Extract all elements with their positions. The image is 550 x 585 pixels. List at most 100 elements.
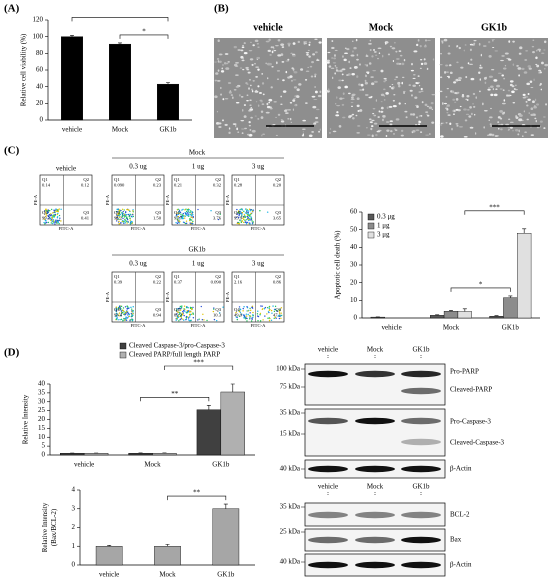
cell xyxy=(352,50,354,53)
cell xyxy=(213,61,218,63)
event-dot xyxy=(243,317,245,319)
cell xyxy=(242,68,245,71)
cell xyxy=(493,79,498,82)
event-dot xyxy=(52,221,55,223)
event-dot xyxy=(178,320,180,322)
cell xyxy=(410,69,414,72)
event-dot xyxy=(275,317,277,319)
cell xyxy=(382,118,384,122)
cell xyxy=(492,88,495,91)
cell xyxy=(378,110,381,113)
event-dot xyxy=(242,216,245,218)
cell xyxy=(533,78,535,82)
cell xyxy=(254,115,257,117)
quadrant-label: Q4 xyxy=(42,210,48,215)
event-dot xyxy=(116,218,118,220)
cell xyxy=(289,102,293,104)
cell xyxy=(257,46,260,48)
event-dot xyxy=(189,306,192,309)
quadrant-value: 49.9 xyxy=(234,313,243,318)
cell xyxy=(350,105,354,107)
event-dot xyxy=(53,220,55,222)
event-dot xyxy=(280,317,282,320)
event-dot xyxy=(249,210,252,212)
bar xyxy=(220,391,245,456)
cell xyxy=(285,70,288,74)
event-dot xyxy=(185,316,188,319)
cell xyxy=(377,57,379,60)
cell xyxy=(512,102,516,104)
event-dot xyxy=(185,213,187,216)
cell xyxy=(364,64,368,66)
cell xyxy=(367,72,370,75)
event-dot xyxy=(44,223,46,225)
event-dot xyxy=(45,220,47,222)
cell xyxy=(392,105,397,108)
cell xyxy=(332,61,337,64)
event-dot xyxy=(117,212,119,215)
event-dot xyxy=(119,305,121,308)
cell xyxy=(380,110,384,113)
event-dot xyxy=(127,221,129,224)
cell xyxy=(260,116,264,119)
cell xyxy=(418,121,422,123)
cell xyxy=(371,134,374,138)
event-dot xyxy=(179,318,181,321)
cell xyxy=(395,76,399,78)
cell xyxy=(217,39,220,43)
cell xyxy=(371,82,375,86)
event-dot xyxy=(180,215,182,217)
blot-band xyxy=(308,561,348,569)
event-dot xyxy=(183,314,185,317)
event-dot xyxy=(124,215,126,217)
event-dot xyxy=(175,313,178,315)
cell xyxy=(490,93,494,97)
event-dot xyxy=(249,214,252,216)
cell xyxy=(543,67,546,70)
cell xyxy=(336,105,341,107)
event-dot xyxy=(219,213,221,215)
cell xyxy=(291,67,294,70)
cell xyxy=(346,48,350,51)
cell xyxy=(365,127,368,129)
event-dot xyxy=(175,319,177,321)
cell xyxy=(507,89,511,92)
cell xyxy=(314,38,318,40)
cell xyxy=(255,66,259,68)
cell xyxy=(280,43,285,47)
cell xyxy=(246,83,249,85)
cell xyxy=(469,126,474,129)
event-dot xyxy=(181,312,183,314)
cell xyxy=(243,104,247,106)
cell xyxy=(419,59,423,61)
event-dot xyxy=(175,309,178,312)
cell xyxy=(414,124,418,126)
y-tick-label: 40 xyxy=(36,82,44,90)
quadrant-value: 98.2 xyxy=(114,216,123,221)
blot-band xyxy=(355,536,395,544)
event-dot xyxy=(263,308,266,310)
error-bar xyxy=(165,544,170,547)
cell xyxy=(519,46,523,50)
cell xyxy=(342,116,346,119)
event-dot xyxy=(122,307,125,309)
event-dot xyxy=(274,316,277,318)
cell xyxy=(440,53,442,55)
event-dot xyxy=(190,216,192,218)
event-dot xyxy=(124,213,126,216)
cell xyxy=(447,114,451,116)
cell xyxy=(492,46,495,48)
quadrant-value: 0.21 xyxy=(174,183,183,188)
cell xyxy=(489,123,492,125)
event-dot xyxy=(176,212,178,214)
event-dot xyxy=(251,220,253,222)
event-dot xyxy=(183,309,185,312)
significance-bracket xyxy=(450,287,511,292)
cell xyxy=(483,126,485,129)
cell xyxy=(313,123,317,125)
cell xyxy=(235,102,240,104)
quadrant-value: 2.16 xyxy=(234,280,243,285)
cell xyxy=(314,86,316,88)
cell xyxy=(357,125,361,127)
cell xyxy=(281,61,285,63)
